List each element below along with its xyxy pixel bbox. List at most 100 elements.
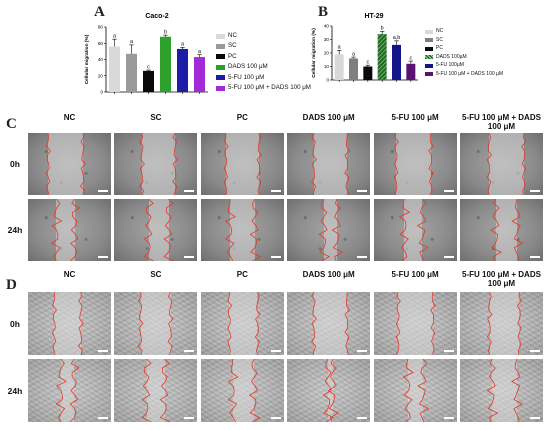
bar-2 [363, 66, 373, 80]
wound-edge-overlay [395, 292, 436, 355]
column-header: DADS 100 μM [302, 113, 355, 122]
scratch-gap [48, 133, 83, 195]
y-tick-label: 80 [98, 25, 104, 30]
wound-edge-right [510, 359, 524, 422]
legend-label: PC [228, 52, 237, 60]
legend-item: PC [216, 52, 311, 60]
significance-label: a [181, 42, 184, 48]
legend-item: PC [425, 46, 503, 51]
micrograph-tile [28, 199, 111, 261]
legend-swatch [425, 38, 433, 43]
row-label: 24h [7, 225, 23, 235]
micrograph-tile [460, 359, 543, 422]
wound-edge-left [398, 199, 410, 261]
y-tick-label: 0 [326, 78, 329, 83]
legend-label: DADS 100 μM [228, 63, 268, 71]
legend-swatch [425, 46, 433, 51]
legend-item: 5-FU 100 μM + DADS 100 μM [216, 84, 311, 91]
y-tick-label: 10 [324, 64, 330, 69]
wound-edge-right [77, 292, 84, 355]
chart-a-caco2: Caco-2 Cellular migration (%) 0 20 40 60 80 a a c… [84, 13, 208, 95]
micrograph-tile [287, 199, 371, 261]
wound-edge-overlay [311, 292, 351, 355]
scale-bar [530, 256, 540, 258]
scale-bar [270, 350, 281, 352]
wound-edge-right [69, 359, 80, 422]
wound-edge-right [172, 133, 179, 195]
wound-edge-left [52, 292, 58, 355]
scale-bar [270, 256, 281, 258]
scratch-gap [397, 292, 433, 355]
y-tick-label: 20 [98, 73, 104, 78]
scale-bar [184, 190, 195, 192]
legend-a: NC SC PC DADS 100 μM 5-FU 100 μM 5-FU 100 μM … [216, 32, 311, 95]
micrograph-tile [114, 292, 198, 355]
wound-edge-left [395, 292, 401, 355]
bar-5 [406, 63, 416, 80]
wound-edge-left [318, 199, 331, 261]
wound-edge-right [331, 199, 344, 261]
micrograph-tile [28, 292, 111, 355]
micrograph-tile [28, 359, 111, 422]
wound-edge-right [254, 292, 261, 355]
wound-edge-left [223, 133, 229, 195]
scale-bar [98, 190, 108, 192]
scale-bar [443, 350, 454, 352]
wound-edge-left [224, 199, 236, 261]
panel-letter-c: C [6, 116, 17, 132]
chart-title: Caco-2 [145, 13, 168, 20]
scratch-gap [140, 292, 171, 355]
wound-edge-left [311, 292, 318, 355]
scale-bar [530, 350, 540, 352]
micrograph-tile [200, 199, 284, 261]
scale-bar [530, 190, 540, 192]
scratch-gap [395, 133, 431, 195]
wound-edge-left [137, 292, 144, 355]
scratch-gap [403, 199, 423, 261]
legend-swatch [425, 29, 433, 34]
legend-label: 5-FU 100 μM [228, 73, 265, 81]
column-header: 5-FU 100 μM [391, 270, 439, 279]
wound-edge-overlay [144, 199, 175, 261]
wound-edge-left [490, 199, 502, 261]
micrograph-tile [200, 292, 284, 355]
micrograph-tile [460, 292, 543, 355]
row-label: 24h [7, 385, 23, 396]
wound-edge-overlay [486, 292, 523, 355]
scale-bar [270, 417, 281, 419]
column-header: SC [150, 270, 162, 279]
scale-bar [530, 417, 540, 419]
legend-label: SC [228, 42, 237, 50]
scale-bar [357, 350, 368, 352]
y-tick-label: 30 [324, 37, 330, 42]
legend-label: DADS 100µM [436, 53, 467, 60]
scale-bar [357, 256, 368, 258]
scratch-gap [232, 359, 255, 422]
micrograph-tile [373, 199, 457, 261]
wound-edge-overlay [402, 359, 429, 422]
micrograph-tile [287, 292, 371, 355]
wound-edge-right [427, 133, 434, 195]
wound-edge-right [167, 292, 174, 355]
wound-edge-left [486, 359, 499, 422]
scratch-gap [314, 133, 348, 195]
wound-edge-overlay [227, 292, 261, 355]
wound-edge-right [70, 199, 81, 261]
column-header: DADS 100 μM [302, 270, 355, 279]
chart-b-ht29: HT-29 Cellular migration (%) 0 10 20 30 40 a a c b… [311, 13, 418, 83]
row-label: 0h [10, 159, 20, 169]
scale-bar [98, 350, 108, 352]
wound-edge-left [144, 199, 155, 261]
wound-edge-overlay [398, 199, 429, 261]
wound-edge-overlay [139, 133, 179, 195]
wound-edge-right [327, 359, 340, 422]
wound-edge-left [139, 133, 146, 195]
wound-edge-left [486, 133, 493, 195]
scale-bar [98, 256, 108, 258]
micrograph-tile [114, 133, 198, 195]
micrograph-tile [373, 133, 457, 195]
wound-edge-overlay [45, 133, 86, 195]
wound-edge-left [393, 133, 399, 195]
wound-edge-overlay [55, 359, 80, 422]
wound-edge-right [511, 199, 524, 261]
